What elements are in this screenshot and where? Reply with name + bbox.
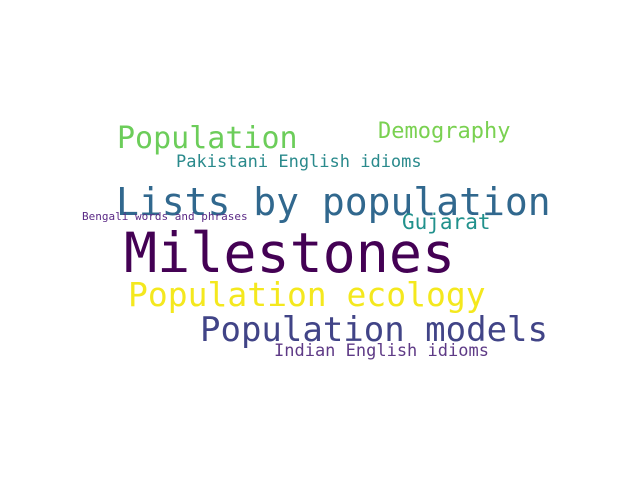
word-population-ecology: Population ecology xyxy=(128,275,486,314)
word-milestones: Milestones xyxy=(124,221,456,285)
word-population-models: Population models xyxy=(200,310,548,350)
word-demography: Demography xyxy=(378,119,511,144)
word-indian-english-idioms: Indian English idioms xyxy=(274,341,489,361)
word-population: Population xyxy=(117,121,298,156)
word-gujarat: Gujarat xyxy=(402,210,491,234)
word-bengali-words-and-phrases: Bengali words and phrases xyxy=(82,210,248,223)
word-pakistani-english-idioms: Pakistani English idioms xyxy=(176,152,422,172)
word-lists-by-population: Lists by population xyxy=(116,180,551,224)
